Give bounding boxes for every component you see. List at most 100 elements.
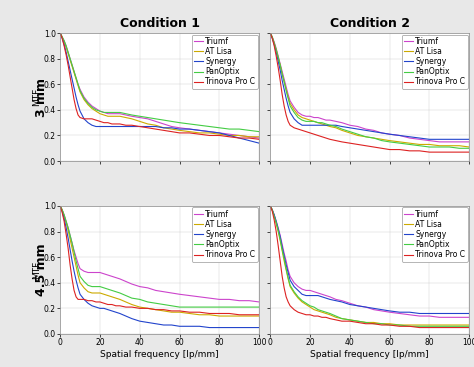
PanOptix [279, 72, 285, 76]
Trinova Pro C [77, 115, 83, 120]
PanOptix [323, 122, 329, 126]
Synergy [187, 127, 192, 131]
Triumf [217, 131, 222, 135]
PanOptix [447, 145, 452, 149]
Trinova Pro C [75, 297, 81, 302]
Triumf [65, 225, 71, 230]
Synergy [291, 117, 297, 121]
AT Lisa [123, 115, 128, 120]
Triumf [307, 114, 313, 119]
Synergy [271, 42, 277, 47]
Synergy [279, 245, 285, 249]
Triumf [113, 112, 118, 116]
Synergy [207, 130, 212, 134]
AT Lisa [197, 313, 202, 317]
Triumf [69, 241, 75, 245]
AT Lisa [85, 102, 91, 107]
AT Lisa [285, 95, 291, 99]
PanOptix [371, 136, 376, 140]
PanOptix [61, 212, 67, 217]
PanOptix [303, 301, 309, 305]
PanOptix [417, 324, 422, 328]
Triumf [275, 225, 281, 230]
Synergy [67, 247, 73, 252]
AT Lisa [379, 321, 384, 326]
Synergy [109, 124, 115, 129]
Triumf [217, 297, 222, 302]
PanOptix [279, 247, 285, 252]
Synergy [427, 311, 432, 316]
AT Lisa [333, 126, 339, 130]
AT Lisa [466, 145, 472, 149]
PanOptix [77, 88, 83, 93]
PanOptix [355, 132, 361, 137]
Synergy [73, 278, 79, 282]
Triumf [311, 115, 317, 120]
PanOptix [129, 296, 135, 300]
PanOptix [65, 225, 71, 230]
Y-axis label: MTF: MTF [32, 88, 41, 106]
Triumf [417, 314, 422, 318]
Synergy [281, 87, 287, 92]
Triumf [363, 305, 369, 309]
PanOptix [105, 110, 111, 115]
Triumf [277, 62, 283, 66]
Trinova Pro C [387, 323, 392, 327]
Synergy [246, 326, 252, 330]
Synergy [315, 123, 321, 127]
AT Lisa [109, 114, 115, 119]
Trinova Pro C [267, 31, 273, 35]
AT Lisa [371, 136, 376, 140]
Trinova Pro C [299, 128, 305, 132]
Synergy [161, 126, 166, 130]
AT Lisa [187, 130, 192, 134]
Triumf [333, 297, 339, 302]
PanOptix [256, 130, 262, 134]
Trinova Pro C [246, 313, 252, 317]
Line: Synergy: Synergy [270, 33, 469, 139]
Triumf [291, 280, 297, 285]
Triumf [73, 255, 79, 259]
PanOptix [277, 63, 283, 67]
PanOptix [456, 146, 462, 150]
Triumf [75, 261, 81, 266]
Trinova Pro C [117, 122, 123, 126]
Trinova Pro C [466, 150, 472, 155]
Title: Condition 1: Condition 1 [119, 18, 200, 30]
Synergy [363, 128, 369, 132]
AT Lisa [371, 320, 376, 325]
Synergy [129, 124, 135, 129]
Triumf [437, 140, 442, 144]
Synergy [57, 204, 63, 208]
PanOptix [75, 266, 81, 271]
Synergy [177, 324, 182, 328]
Trinova Pro C [283, 113, 289, 117]
Trinova Pro C [315, 314, 321, 318]
PanOptix [73, 76, 79, 80]
AT Lisa [333, 315, 339, 320]
PanOptix [227, 127, 232, 131]
Synergy [256, 141, 262, 145]
Trinova Pro C [61, 219, 67, 224]
Synergy [267, 31, 273, 35]
AT Lisa [407, 141, 412, 145]
AT Lisa [256, 314, 262, 318]
Trinova Pro C [303, 130, 309, 134]
Trinova Pro C [437, 326, 442, 330]
AT Lisa [117, 297, 123, 302]
Trinova Pro C [277, 78, 283, 83]
Synergy [397, 133, 402, 138]
Legend: Triumf, AT Lisa, Synergy, PanOptix, Trinova Pro C: Triumf, AT Lisa, Synergy, PanOptix, Trin… [191, 34, 258, 89]
Synergy [169, 323, 174, 327]
Synergy [63, 225, 69, 230]
Trinova Pro C [123, 123, 128, 127]
Trinova Pro C [93, 118, 99, 122]
PanOptix [71, 69, 77, 74]
PanOptix [227, 305, 232, 309]
Triumf [371, 128, 376, 132]
Trinova Pro C [197, 132, 202, 137]
Triumf [65, 50, 71, 54]
PanOptix [105, 287, 111, 291]
Triumf [246, 135, 252, 139]
AT Lisa [315, 309, 321, 313]
